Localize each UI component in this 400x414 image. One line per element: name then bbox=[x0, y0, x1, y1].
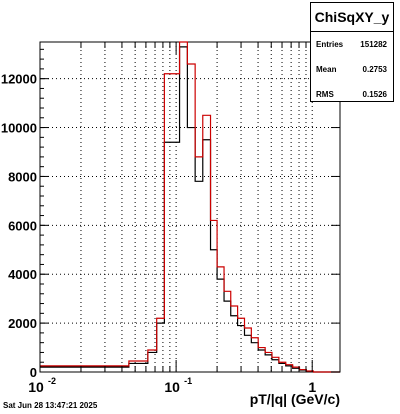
stats-key: Mean bbox=[316, 65, 337, 74]
x-tick-label: 1 bbox=[308, 379, 316, 395]
timestamp-footer: Sat Jun 28 13:47:21 2025 bbox=[3, 401, 98, 410]
y-tick-label: 6000 bbox=[8, 218, 37, 233]
axes-layer: 0 2000 4000 6000 8000 10000 12000 10 -2 10 -1 1 bbox=[1, 42, 340, 395]
stats-row-mean: Mean 0.2753 bbox=[311, 57, 393, 82]
series-black-step bbox=[40, 46, 340, 373]
x-axis-label: pT/|q| (GeV/c) bbox=[250, 391, 340, 407]
stats-value: 151282 bbox=[360, 40, 387, 49]
stats-row-rms: RMS 0.1526 bbox=[311, 82, 393, 107]
stats-title: ChiSqXY_y bbox=[311, 3, 393, 32]
stats-key: Entries bbox=[316, 40, 344, 49]
y-tick-label: 8000 bbox=[8, 169, 37, 184]
y-tick-label: 0 bbox=[30, 365, 37, 380]
series-red-step bbox=[40, 41, 340, 373]
x-tick-label: 10 bbox=[28, 379, 44, 395]
plot-frame bbox=[39, 41, 341, 373]
y-tick-label: 12000 bbox=[1, 72, 37, 87]
x-tick-exponent: -1 bbox=[184, 376, 192, 386]
x-tick-label: 10 bbox=[164, 379, 180, 395]
stats-box: ChiSqXY_y Entries 151282 Mean 0.2753 RMS… bbox=[310, 2, 394, 102]
stats-row-entries: Entries 151282 bbox=[311, 32, 393, 57]
x-tick-exponent: -2 bbox=[48, 376, 56, 386]
y-tick-label: 10000 bbox=[1, 121, 37, 136]
stats-key: RMS bbox=[316, 90, 334, 99]
series-layer bbox=[40, 41, 340, 373]
stats-value: 0.2753 bbox=[362, 65, 387, 74]
y-tick-label: 2000 bbox=[8, 316, 37, 331]
y-tick-label: 4000 bbox=[8, 267, 37, 282]
stats-value: 0.1526 bbox=[362, 90, 387, 99]
